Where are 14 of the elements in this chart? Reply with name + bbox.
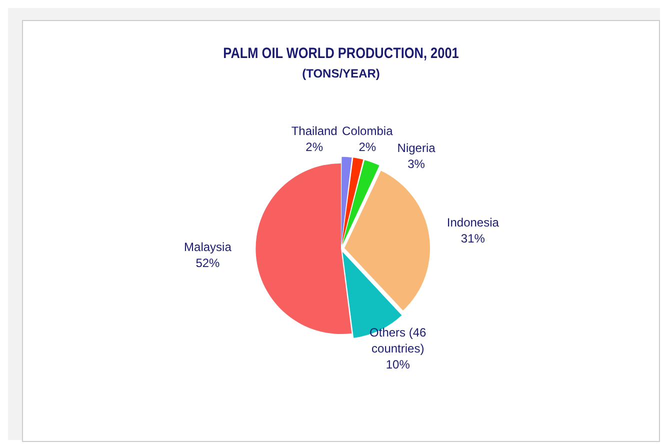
chart-subtitle: (TONS/YEAR) [302, 66, 380, 81]
data-label: 2% [358, 140, 376, 154]
slice-label: Malaysia [184, 240, 232, 254]
data-label: 3% [408, 157, 426, 172]
data-label: 52% [196, 256, 220, 270]
data-label: 2% [306, 140, 324, 154]
chart-title: PALM OIL WORLD PRODUCTION, 2001 [223, 44, 460, 62]
slice-label: Thailand [291, 124, 338, 138]
slice-label: Nigeria [397, 141, 436, 156]
slice-label: Indonesia [446, 216, 500, 230]
data-label: 10% [386, 358, 410, 372]
data-label: 31% [460, 232, 486, 246]
slice-label: Colombia [342, 124, 394, 138]
slice-label: Others (46 countries) [370, 326, 427, 356]
